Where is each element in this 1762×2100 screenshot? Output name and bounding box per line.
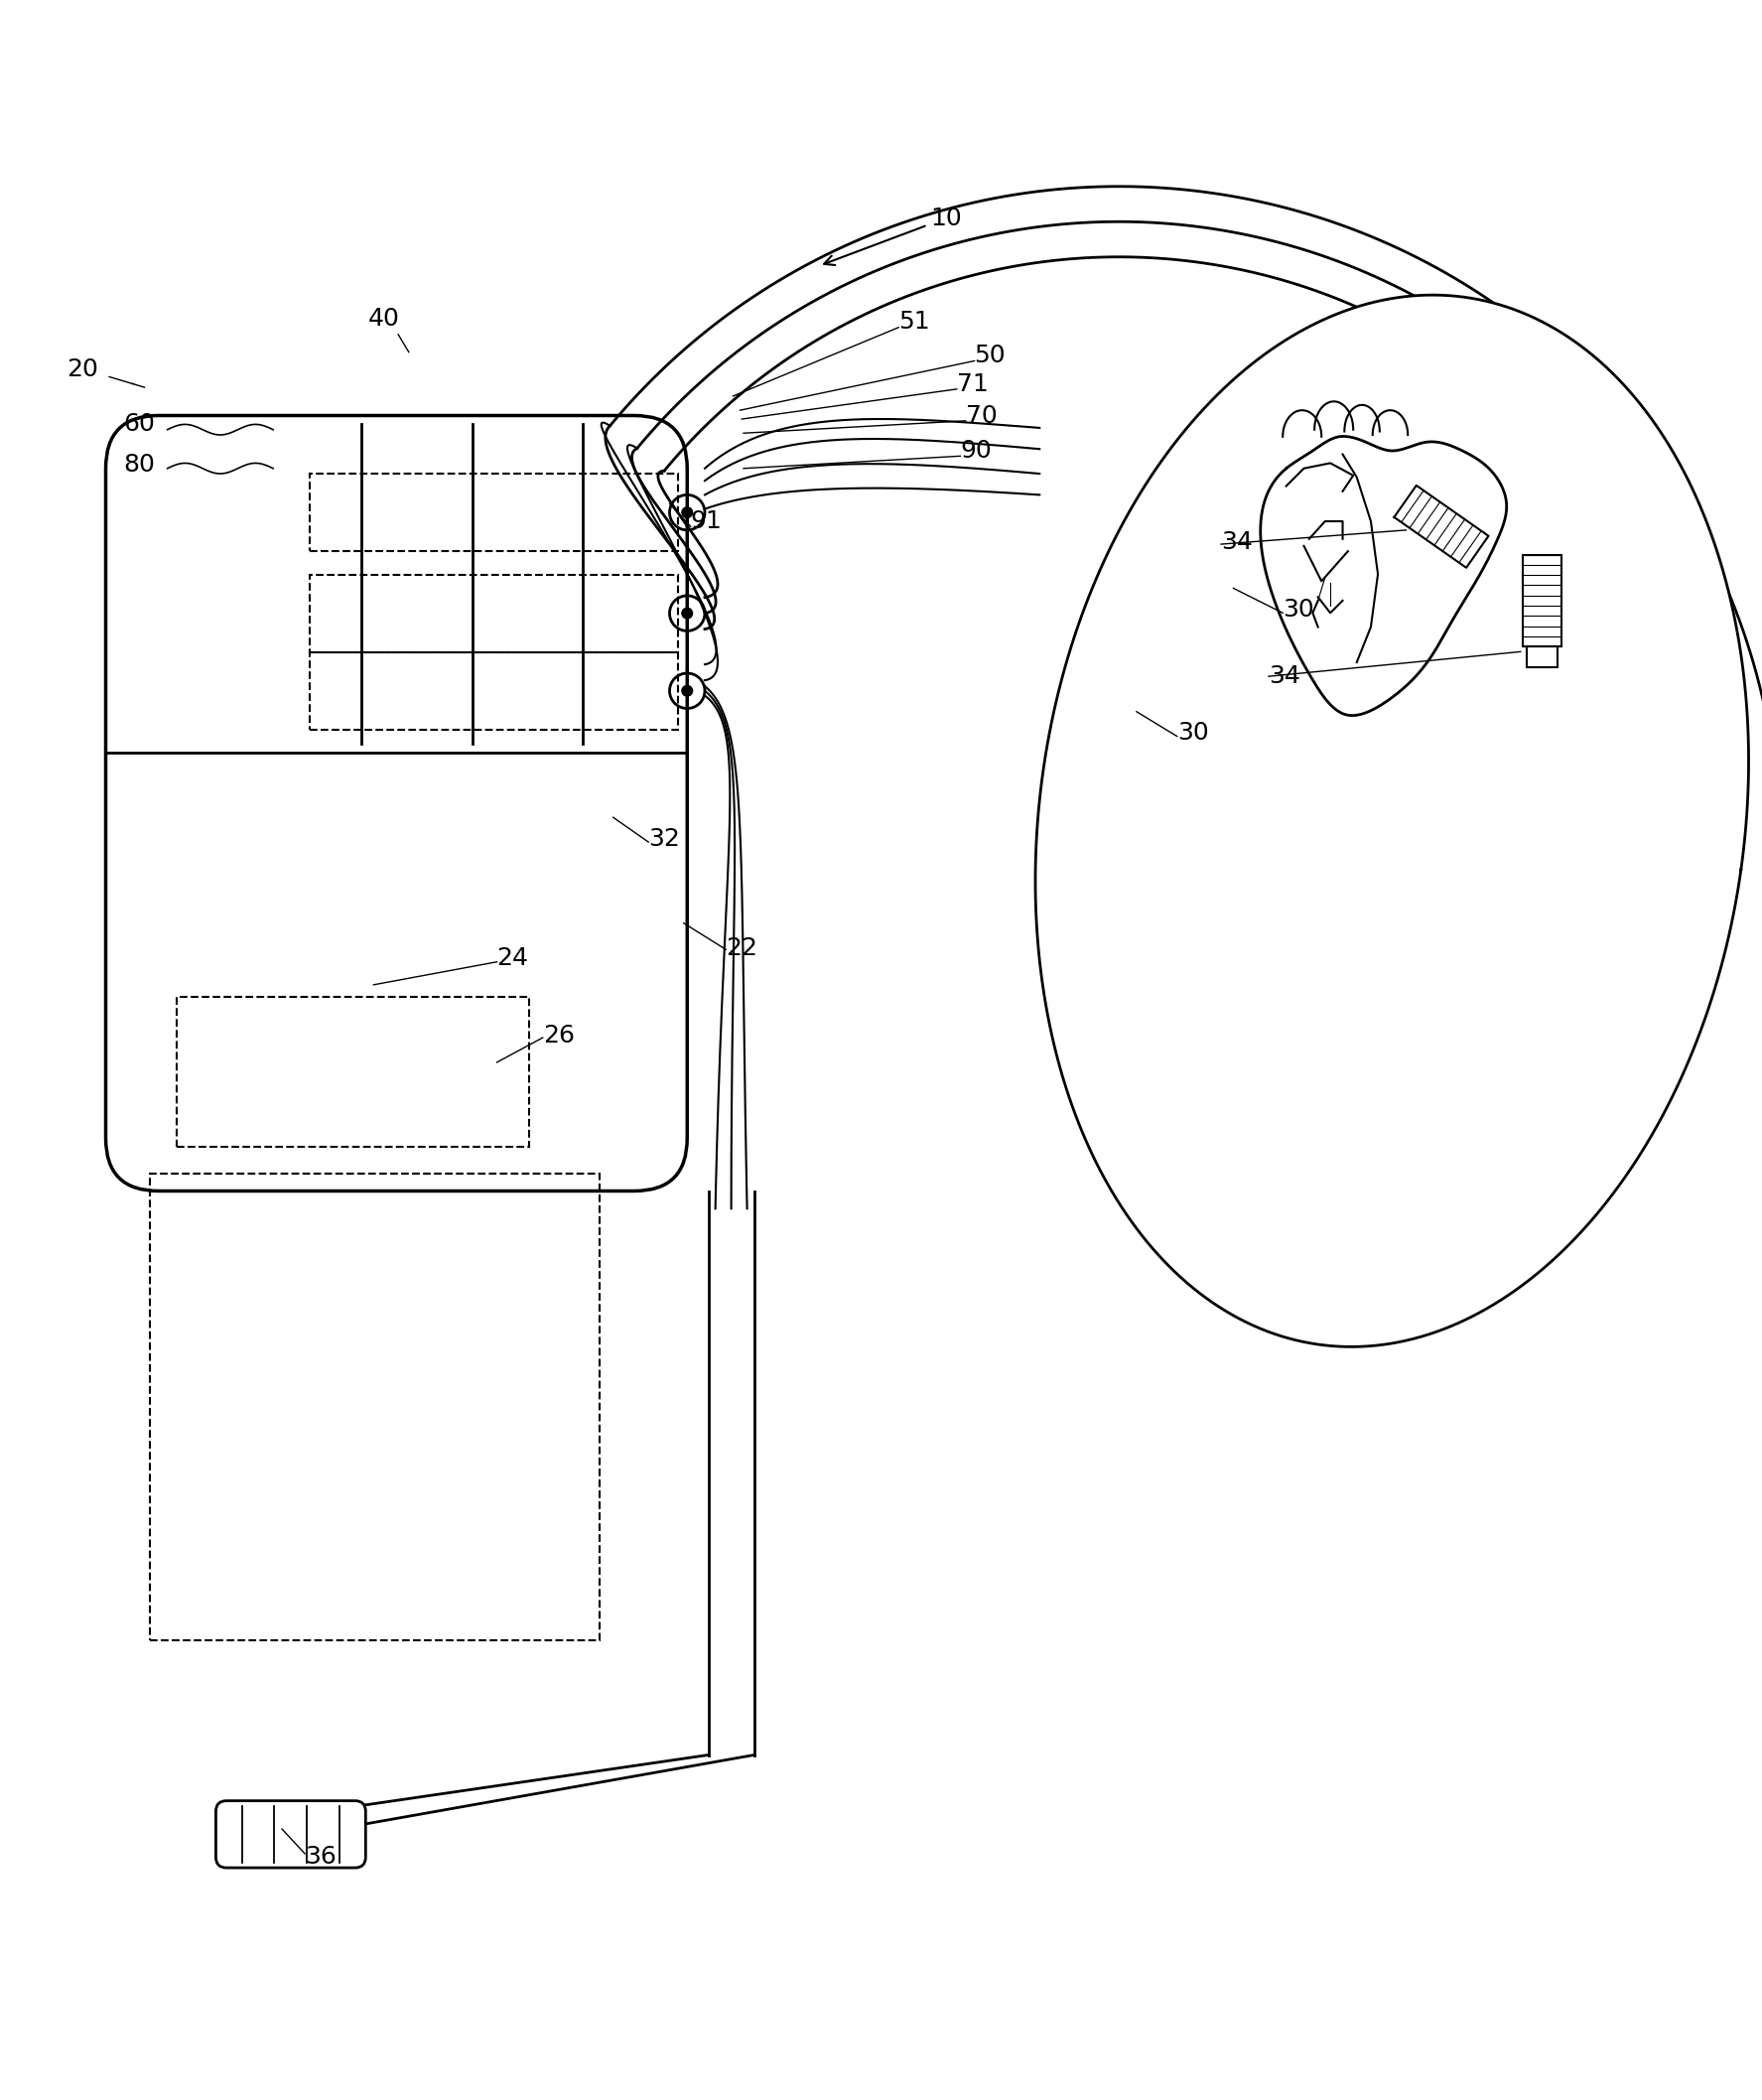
Polygon shape (1260, 437, 1507, 716)
Text: 34: 34 (1221, 531, 1253, 554)
Text: 24: 24 (497, 947, 529, 970)
Circle shape (682, 508, 692, 519)
Text: 30: 30 (1177, 720, 1209, 745)
FancyBboxPatch shape (217, 1802, 366, 1867)
Text: 26: 26 (543, 1025, 574, 1048)
Text: 70: 70 (966, 403, 997, 428)
Text: 22: 22 (726, 937, 758, 960)
Text: 80: 80 (123, 454, 155, 477)
Text: 20: 20 (67, 357, 99, 382)
Text: 36: 36 (305, 1846, 337, 1869)
Text: 91: 91 (691, 510, 722, 533)
FancyBboxPatch shape (1526, 647, 1558, 668)
Text: 71: 71 (957, 372, 988, 395)
Text: 40: 40 (368, 307, 400, 332)
Polygon shape (1373, 410, 1408, 435)
Polygon shape (1314, 401, 1353, 430)
Text: 10: 10 (825, 206, 962, 265)
Text: 50: 50 (974, 344, 1006, 368)
Polygon shape (1394, 485, 1489, 567)
Text: 30: 30 (1283, 598, 1314, 622)
Circle shape (682, 685, 692, 695)
Text: 51: 51 (899, 311, 930, 334)
Text: 32: 32 (648, 827, 680, 850)
Polygon shape (1036, 294, 1748, 1346)
Circle shape (682, 609, 692, 620)
FancyBboxPatch shape (1522, 554, 1561, 647)
Text: 60: 60 (123, 412, 155, 437)
Text: 34: 34 (1269, 664, 1300, 689)
Polygon shape (1344, 405, 1380, 430)
FancyBboxPatch shape (106, 416, 687, 1191)
Polygon shape (1283, 410, 1322, 437)
Text: 90: 90 (960, 439, 992, 462)
